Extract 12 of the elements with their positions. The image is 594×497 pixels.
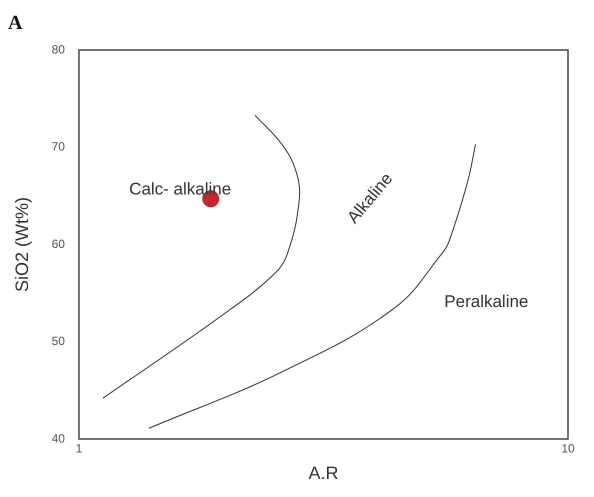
x-tick-label: 1 [76, 442, 83, 456]
y-tick-label: 40 [52, 431, 66, 446]
x-axis-title: A.R [308, 463, 338, 484]
y-tick-label: 50 [52, 334, 66, 348]
annotation: Calc- alkaline [129, 180, 232, 199]
y-tick-label: 60 [52, 236, 66, 251]
annotation: Peralkaline [444, 292, 528, 311]
y-tick-label: 80 [52, 42, 66, 56]
y-axis-title: SiO2 (Wt%) [12, 196, 32, 292]
chart-title: A [8, 12, 23, 34]
y-tick-label: 70 [52, 140, 66, 154]
x-tick-label: 10 [561, 442, 575, 456]
